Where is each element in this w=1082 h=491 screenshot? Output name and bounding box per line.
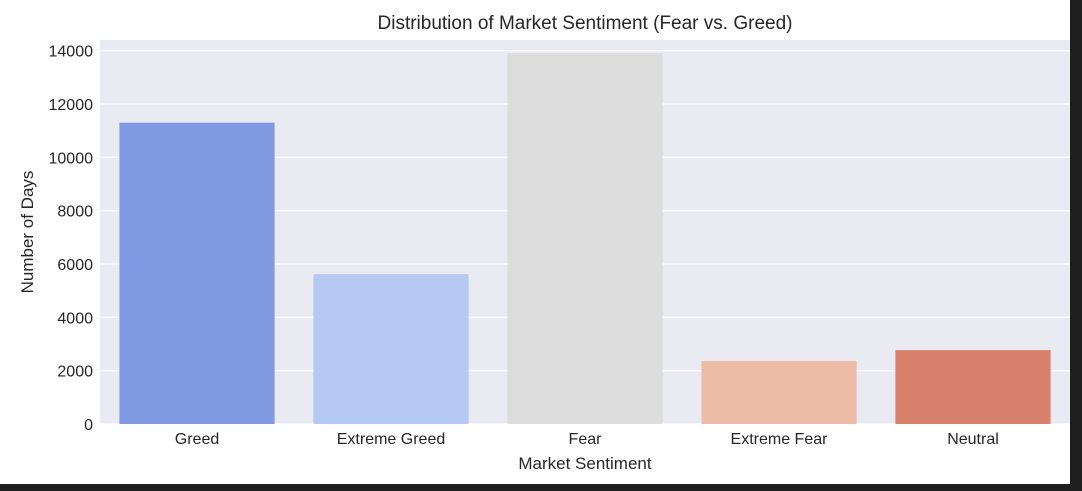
y-tick-label: 12000 xyxy=(49,97,94,114)
chart-title: Distribution of Market Sentiment (Fear v… xyxy=(378,13,793,34)
bar-extreme-fear xyxy=(701,361,857,424)
x-axis-label: Market Sentiment xyxy=(518,454,651,473)
bar-extreme-greed xyxy=(313,274,469,424)
y-tick-label: 2000 xyxy=(57,364,93,381)
y-axis-ticks: 0 2000 4000 6000 8000 10000 12000 14000 xyxy=(49,44,94,434)
chart-figure: 0 2000 4000 6000 8000 10000 12000 14000 Greed Ex… xyxy=(0,0,1070,484)
bar-chart: 0 2000 4000 6000 8000 10000 12000 14000 Greed Ex… xyxy=(18,13,1070,473)
y-tick-label: 0 xyxy=(84,417,93,434)
bar-greed xyxy=(119,122,275,425)
x-tick-label: Greed xyxy=(175,431,219,448)
x-tick-label: Fear xyxy=(569,431,603,448)
bars xyxy=(119,53,1051,425)
y-tick-label: 6000 xyxy=(57,257,93,274)
y-tick-label: 10000 xyxy=(49,150,94,167)
y-tick-label: 8000 xyxy=(57,204,93,221)
x-tick-label: Extreme Fear xyxy=(731,431,829,448)
y-tick-label: 14000 xyxy=(49,44,94,61)
bar-neutral xyxy=(895,350,1051,424)
y-tick-label: 4000 xyxy=(57,310,93,327)
x-tick-label: Extreme Greed xyxy=(337,431,445,448)
x-tick-label: Neutral xyxy=(947,431,999,448)
y-axis-label: Number of Days xyxy=(18,171,37,294)
x-axis-ticks: Greed Extreme Greed Fear Extreme Fear Neutra… xyxy=(175,431,999,448)
bar-fear xyxy=(507,53,663,424)
